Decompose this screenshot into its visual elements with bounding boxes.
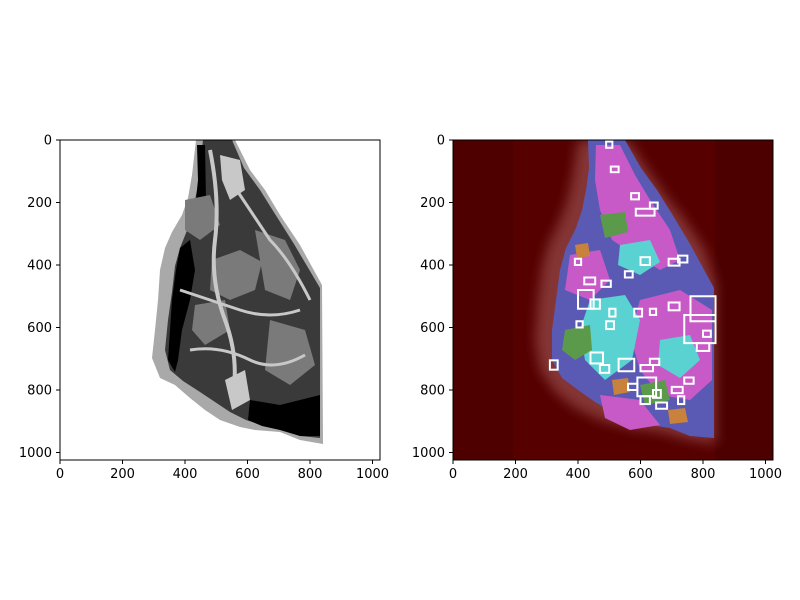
tissue-midgray-1 xyxy=(210,250,262,300)
detection-box xyxy=(695,342,711,352)
right-ticks: 0 200 400 600 800 1000 0 200 400 600 800 1000 xyxy=(412,134,782,483)
detection-box xyxy=(655,401,669,410)
detection-box xyxy=(639,256,651,266)
left-x-tick-label: 800 xyxy=(298,467,323,482)
left-x-tick-label: 600 xyxy=(235,467,260,482)
left-y-tick-label: 200 xyxy=(27,196,52,211)
right-y-tick-label: 200 xyxy=(420,196,445,211)
left-y-tick-label: 400 xyxy=(27,259,52,274)
detection-box xyxy=(573,257,583,266)
detection-box xyxy=(609,165,620,174)
right-green-2 xyxy=(600,212,628,238)
right-orange-2 xyxy=(668,408,688,424)
tissue-lightgray-3 xyxy=(179,288,301,317)
detection-box xyxy=(667,301,681,312)
detection-box xyxy=(630,192,640,201)
right-y-tick-label: 600 xyxy=(420,321,445,336)
left-x-tick-label: 0 xyxy=(56,467,64,482)
detection-boxes xyxy=(548,140,717,410)
right-y-tick-label: 1000 xyxy=(412,446,445,461)
tissue-black-bottom xyxy=(248,395,320,436)
detection-box xyxy=(633,307,644,318)
left-y-tick-label: 600 xyxy=(27,321,52,336)
detection-box xyxy=(639,395,651,406)
detection-box xyxy=(652,389,662,399)
left-x-tick-label: 200 xyxy=(110,467,135,482)
right-orange-3 xyxy=(575,243,590,258)
detection-box xyxy=(589,351,604,365)
detection-box xyxy=(683,376,695,385)
detection-box xyxy=(677,254,689,264)
tissue-lightgray-6 xyxy=(225,370,250,410)
right-green-1 xyxy=(562,325,592,360)
tissue-lightgray-5 xyxy=(220,155,245,200)
detection-box xyxy=(617,357,636,373)
detection-box xyxy=(648,357,661,366)
detection-box xyxy=(702,329,712,338)
right-green-3 xyxy=(640,380,670,405)
detection-box xyxy=(648,307,658,316)
left-image xyxy=(152,140,323,444)
detection-box xyxy=(648,201,659,210)
tissue-lightgray-2 xyxy=(228,179,312,301)
right-y-tick-label: 800 xyxy=(420,384,445,399)
right-x-tick-label: 200 xyxy=(503,467,528,482)
right-x-tick-label: 1000 xyxy=(749,467,782,482)
left-axes-frame xyxy=(59,139,381,461)
tissue-lightgray-4 xyxy=(189,347,306,367)
right-cyan-2 xyxy=(618,240,660,275)
detection-box xyxy=(670,385,684,395)
tissue-lightgray-1 xyxy=(208,149,237,401)
detection-box xyxy=(639,364,654,373)
right-y-tick-label: 400 xyxy=(420,259,445,274)
left-x-tick-label: 400 xyxy=(173,467,198,482)
right-x-tick-label: 400 xyxy=(566,467,591,482)
right-band-right xyxy=(715,140,773,460)
right-x-tick-label: 0 xyxy=(449,467,457,482)
detection-box xyxy=(575,320,584,329)
right-magenta-1 xyxy=(595,145,680,270)
right-panel: 0 200 400 600 800 1000 0 200 400 600 800 1000 xyxy=(412,134,782,483)
right-magenta-3 xyxy=(565,250,610,300)
right-y-tick-label: 0 xyxy=(437,134,445,149)
right-axes-frame xyxy=(452,139,774,461)
left-ticks: 0 200 400 600 800 1000 0 200 400 600 800 1000 xyxy=(19,134,389,483)
right-x-tick-label: 800 xyxy=(691,467,716,482)
right-x-tick-label: 600 xyxy=(628,467,653,482)
right-image xyxy=(453,140,773,460)
left-x-tick-label: 1000 xyxy=(356,467,389,482)
right-orange-1 xyxy=(612,378,630,395)
detection-box xyxy=(598,364,611,374)
detection-box xyxy=(589,298,601,310)
detection-box xyxy=(623,270,634,279)
right-magenta-4 xyxy=(600,395,660,430)
detection-box xyxy=(608,307,617,318)
left-panel: 0 200 400 600 800 1000 0 200 400 600 800 1000 xyxy=(19,134,389,483)
detection-box xyxy=(689,295,717,323)
tissue-midgray-2 xyxy=(255,230,300,300)
detection-box xyxy=(634,207,656,217)
detection-box xyxy=(605,140,614,149)
detection-box xyxy=(548,359,559,371)
left-y-tick-label: 1000 xyxy=(19,446,52,461)
detection-box xyxy=(605,320,615,331)
left-y-tick-label: 800 xyxy=(27,384,52,399)
tissue-black-left xyxy=(168,240,195,372)
right-cyan-3 xyxy=(658,335,700,378)
right-band-left xyxy=(453,140,513,460)
detection-box xyxy=(677,395,686,406)
left-y-tick-label: 0 xyxy=(44,134,52,149)
tissue-midgray-4 xyxy=(265,320,315,385)
tissue-midgray-5 xyxy=(185,195,220,240)
detection-box xyxy=(583,276,597,286)
detection-box xyxy=(600,279,612,288)
